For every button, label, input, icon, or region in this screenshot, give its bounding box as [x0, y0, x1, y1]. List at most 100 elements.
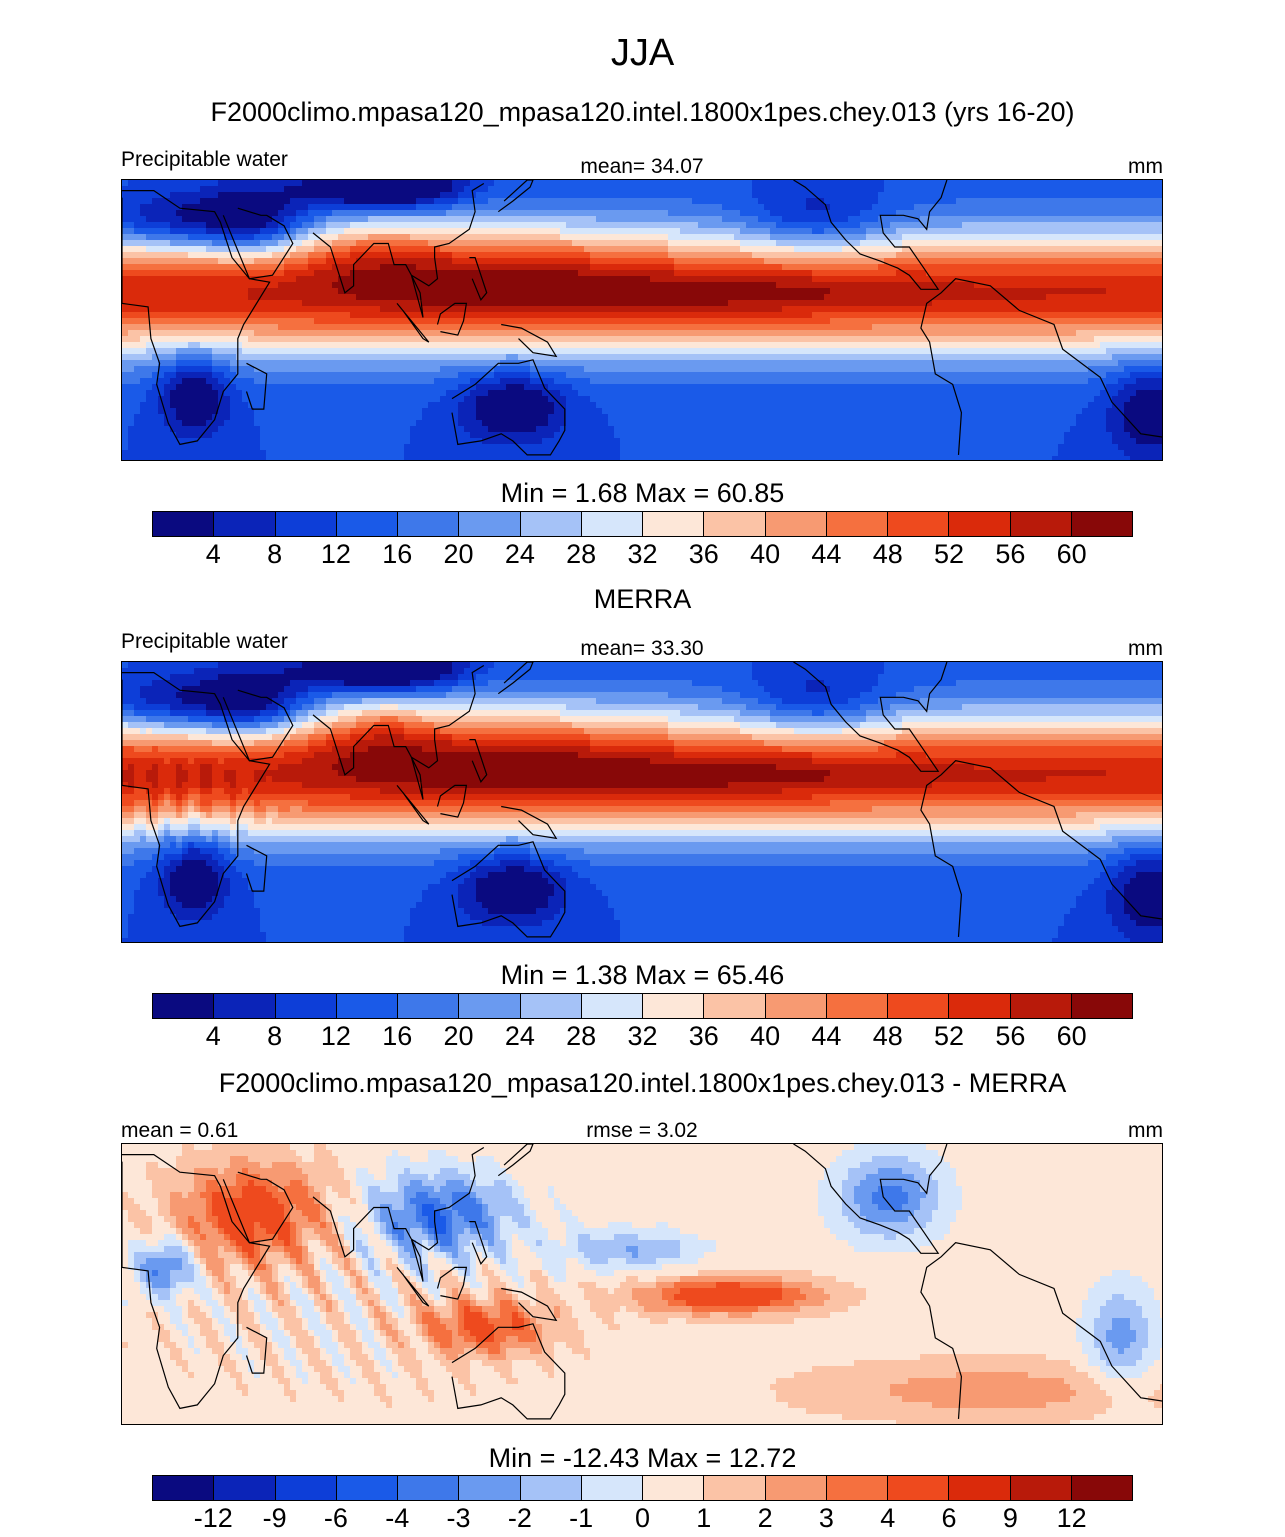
- coastline: [469, 1221, 488, 1265]
- panel-2-tick-label: 56: [995, 1021, 1025, 1052]
- panel-2-mean-label: mean= 33.30: [492, 637, 792, 661]
- panel-1-tick-label: 36: [689, 539, 719, 570]
- coastline: [501, 1287, 558, 1322]
- coastline: [497, 180, 534, 213]
- panel-3-tick-label: 4: [880, 1503, 895, 1534]
- panel-3-units-label: mm: [963, 1119, 1163, 1143]
- panel-1-colorbar-swatch: [1071, 512, 1132, 536]
- panel-1-colorbar-swatch: [643, 512, 705, 536]
- panel-3-colorbar-swatch: [581, 1476, 643, 1500]
- coastline: [122, 1154, 271, 1410]
- coastline: [245, 362, 268, 410]
- panel-1-colorbar-swatch: [888, 512, 950, 536]
- panel-3-colorbar-swatch: [1010, 1476, 1072, 1500]
- panel-1-colorbar-swatch: [398, 512, 460, 536]
- panel-1-colorbar-swatch: [459, 512, 521, 536]
- panel-2-tick-label: 40: [750, 1021, 780, 1052]
- coastline: [312, 182, 485, 318]
- panel-3-tick-label: 6: [942, 1503, 957, 1534]
- coastline: [469, 739, 488, 783]
- panel-3-minmax: Min = -12.43 Max = 12.72: [0, 1443, 1285, 1474]
- coastline: [451, 1323, 566, 1420]
- panel-3-rmse-label: rmse = 3.02: [492, 1119, 792, 1143]
- coastline: [501, 805, 558, 840]
- panel-2-tick-label: 24: [505, 1021, 535, 1052]
- coastline: [793, 662, 948, 772]
- coastline: [920, 1242, 1162, 1419]
- panel-2-tick-label: 32: [627, 1021, 657, 1052]
- panel-1-colorbar-swatch: [949, 512, 1011, 536]
- panel-2-colorbar-swatch: [826, 994, 888, 1018]
- panel-2-tick-label: 20: [444, 1021, 474, 1052]
- panel-3-tick-label: 2: [758, 1503, 773, 1534]
- coastline: [793, 180, 948, 290]
- coastline: [396, 303, 430, 343]
- panel-1-tick-label: 56: [995, 539, 1025, 570]
- coastline: [122, 672, 271, 928]
- panel-1-title: F2000climo.mpasa120_mpasa120.intel.1800x…: [0, 97, 1285, 128]
- panel-3-colorbar-swatch: [888, 1476, 950, 1500]
- panel-1-tick-label: 48: [873, 539, 903, 570]
- panel-1-tick-label: 8: [267, 539, 282, 570]
- panel-2-colorbar-swatch: [1071, 994, 1132, 1018]
- coastline: [245, 1326, 268, 1374]
- panel-3-tick-label: -12: [194, 1503, 233, 1534]
- coastline: [469, 257, 488, 301]
- coastline: [436, 1266, 468, 1300]
- panel-3-tick-label: -4: [385, 1503, 409, 1534]
- panel-3-colorbar-swatch: [826, 1476, 888, 1500]
- coastline: [222, 207, 294, 280]
- panel-2-colorbar: [152, 993, 1133, 1019]
- coastline: [222, 1171, 294, 1244]
- coastline: [222, 689, 294, 762]
- panel-2-colorbar-swatch: [520, 994, 582, 1018]
- panel-2-colorbar-swatch: [581, 994, 643, 1018]
- coastline: [451, 359, 566, 456]
- coastline: [436, 302, 468, 336]
- coastline: [396, 785, 430, 825]
- panel-1-colorbar-swatch: [704, 512, 766, 536]
- panel-3-tick-label: 12: [1057, 1503, 1087, 1534]
- panel-1-variable-label: Precipitable water: [121, 148, 288, 172]
- panel-3-colorbar-swatch: [275, 1476, 337, 1500]
- panel-2-tick-label: 52: [934, 1021, 964, 1052]
- panel-3-title: F2000climo.mpasa120_mpasa120.intel.1800x…: [0, 1068, 1285, 1099]
- panel-2-colorbar-swatch: [643, 994, 705, 1018]
- panel-1-tick-label: 32: [627, 539, 657, 570]
- panel-3-colorbar-swatch: [643, 1476, 705, 1500]
- coastline: [920, 760, 1162, 937]
- panel-3-map: [121, 1143, 1163, 1425]
- panel-1-colorbar: [152, 511, 1133, 537]
- map-field: [122, 180, 1162, 460]
- panel-2-minmax: Min = 1.38 Max = 65.46: [0, 960, 1285, 991]
- panel-1-map: [121, 179, 1163, 461]
- panel-1-colorbar-swatch: [581, 512, 643, 536]
- map-field: [122, 1144, 1162, 1424]
- panel-3-colorbar-swatch: [1071, 1476, 1132, 1500]
- panel-2-tick-label: 8: [267, 1021, 282, 1052]
- panel-3-tick-label: 3: [819, 1503, 834, 1534]
- panel-2-variable-label: Precipitable water: [121, 630, 288, 654]
- panel-1-tick-label: 20: [444, 539, 474, 570]
- panel-3-colorbar-swatch: [704, 1476, 766, 1500]
- coastline: [396, 1267, 430, 1307]
- coastline: [312, 1146, 485, 1282]
- coastline: [451, 841, 566, 938]
- panel-3-tick-label: -2: [508, 1503, 532, 1534]
- panel-3-tick-label: 1: [696, 1503, 711, 1534]
- panel-2-colorbar-swatch: [153, 994, 215, 1018]
- panel-1-tick-label: 40: [750, 539, 780, 570]
- panel-1-colorbar-ticks: 4 8 12 16 20 24 28 32 36 40 44 48 52 56 60: [152, 539, 1133, 573]
- map-field: [122, 662, 1162, 942]
- panel-1-colorbar-swatch: [765, 512, 827, 536]
- panel-2-tick-label: 12: [321, 1021, 351, 1052]
- panel-3-colorbar-swatch: [520, 1476, 582, 1500]
- panel-2-tick-label: 44: [811, 1021, 841, 1052]
- panel-2-colorbar-swatch: [949, 994, 1011, 1018]
- panel-3-colorbar-swatch: [153, 1476, 215, 1500]
- panel-3-colorbar-swatch: [398, 1476, 460, 1500]
- panel-1-minmax: Min = 1.68 Max = 60.85: [0, 478, 1285, 509]
- panel-1-tick-label: 4: [206, 539, 221, 570]
- panel-2-colorbar-swatch: [275, 994, 337, 1018]
- panel-2-tick-label: 36: [689, 1021, 719, 1052]
